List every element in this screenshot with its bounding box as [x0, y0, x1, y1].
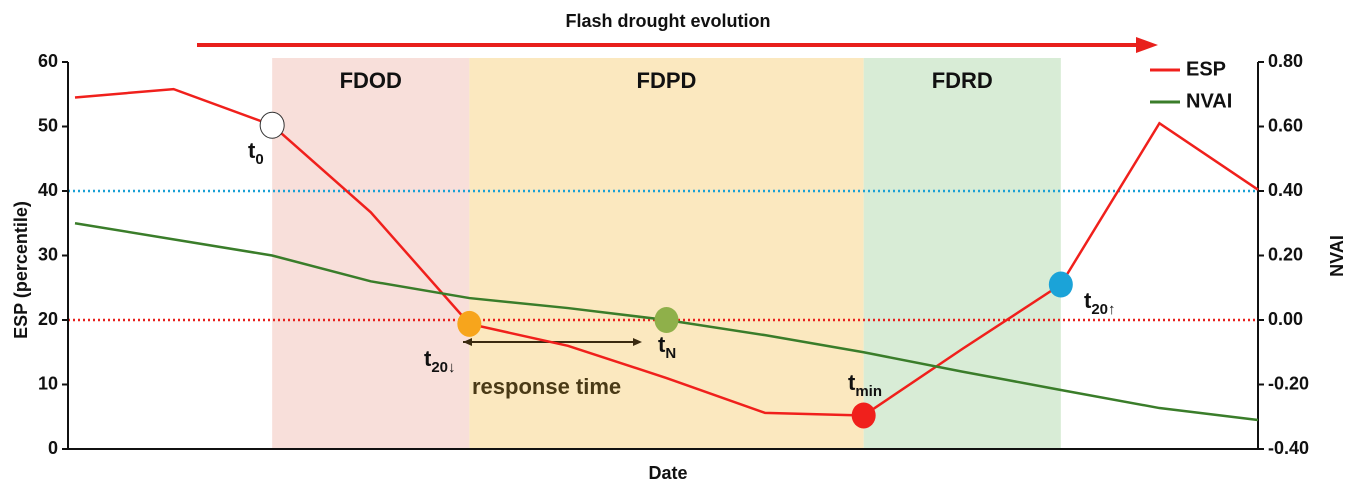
legend-label: ESP	[1186, 58, 1226, 80]
chart-title: Flash drought evolution	[566, 11, 771, 31]
annotation-sub: 20↑	[1091, 301, 1115, 318]
annotation: tN	[658, 332, 676, 362]
phase-band	[469, 58, 864, 449]
phase-label: FDPD	[637, 68, 697, 93]
phase-band	[272, 58, 470, 449]
annotation-sub: min	[855, 383, 882, 400]
annotation: t20↓	[424, 346, 456, 376]
annotation-text: t	[424, 346, 432, 371]
annotation-text: t	[1084, 288, 1092, 313]
y2-tick-label: 0.20	[1268, 244, 1303, 264]
annotation-sub: 0	[255, 151, 263, 168]
event-marker	[1048, 271, 1073, 298]
annotation-sub: N	[665, 345, 676, 362]
annotation-text: t	[658, 332, 666, 357]
event-marker	[457, 310, 482, 337]
annotation: response time	[472, 374, 621, 399]
y-tick-label: 30	[38, 244, 58, 264]
x-axis-label: Date	[648, 463, 687, 483]
response-arrow-head	[633, 338, 642, 346]
y2-tick-label: 0.00	[1268, 309, 1303, 329]
evolution-arrow-head	[1136, 37, 1158, 53]
y2-axis-label: NVAI	[1327, 235, 1347, 277]
annotation-text: t	[848, 370, 856, 395]
y-tick-label: 60	[38, 51, 58, 71]
y2-tick-label: 0.80	[1268, 51, 1303, 71]
annotation: tmin	[848, 370, 882, 400]
event-marker	[851, 402, 876, 429]
y2-tick-label: 0.40	[1268, 180, 1303, 200]
y-tick-label: 50	[38, 115, 58, 135]
response-arrow-head	[463, 338, 472, 346]
y2-tick-label: -0.40	[1268, 438, 1309, 458]
annotation: t0	[248, 138, 264, 168]
background-layer: FDOD FDPD FDRD	[272, 58, 1061, 449]
y2-tick-label: 0.60	[1268, 115, 1303, 135]
phase-label: FDRD	[932, 68, 993, 93]
legend-label: NVAI	[1186, 90, 1232, 112]
y-axis-label: ESP (percentile)	[11, 201, 31, 339]
y-tick-label: 0	[48, 438, 58, 458]
y-tick-label: 10	[38, 373, 58, 393]
phase-band	[863, 58, 1061, 449]
annotation-text: t	[248, 138, 256, 163]
y-tick-label: 20	[38, 309, 58, 329]
event-marker	[654, 307, 679, 333]
y-tick-label: 40	[38, 180, 58, 200]
y2-tick-label: -0.20	[1268, 373, 1309, 393]
annotation: t20↑	[1084, 288, 1116, 318]
event-marker	[259, 111, 285, 139]
annotation-sub: 20↓	[431, 359, 455, 376]
phase-label: FDOD	[340, 68, 402, 93]
